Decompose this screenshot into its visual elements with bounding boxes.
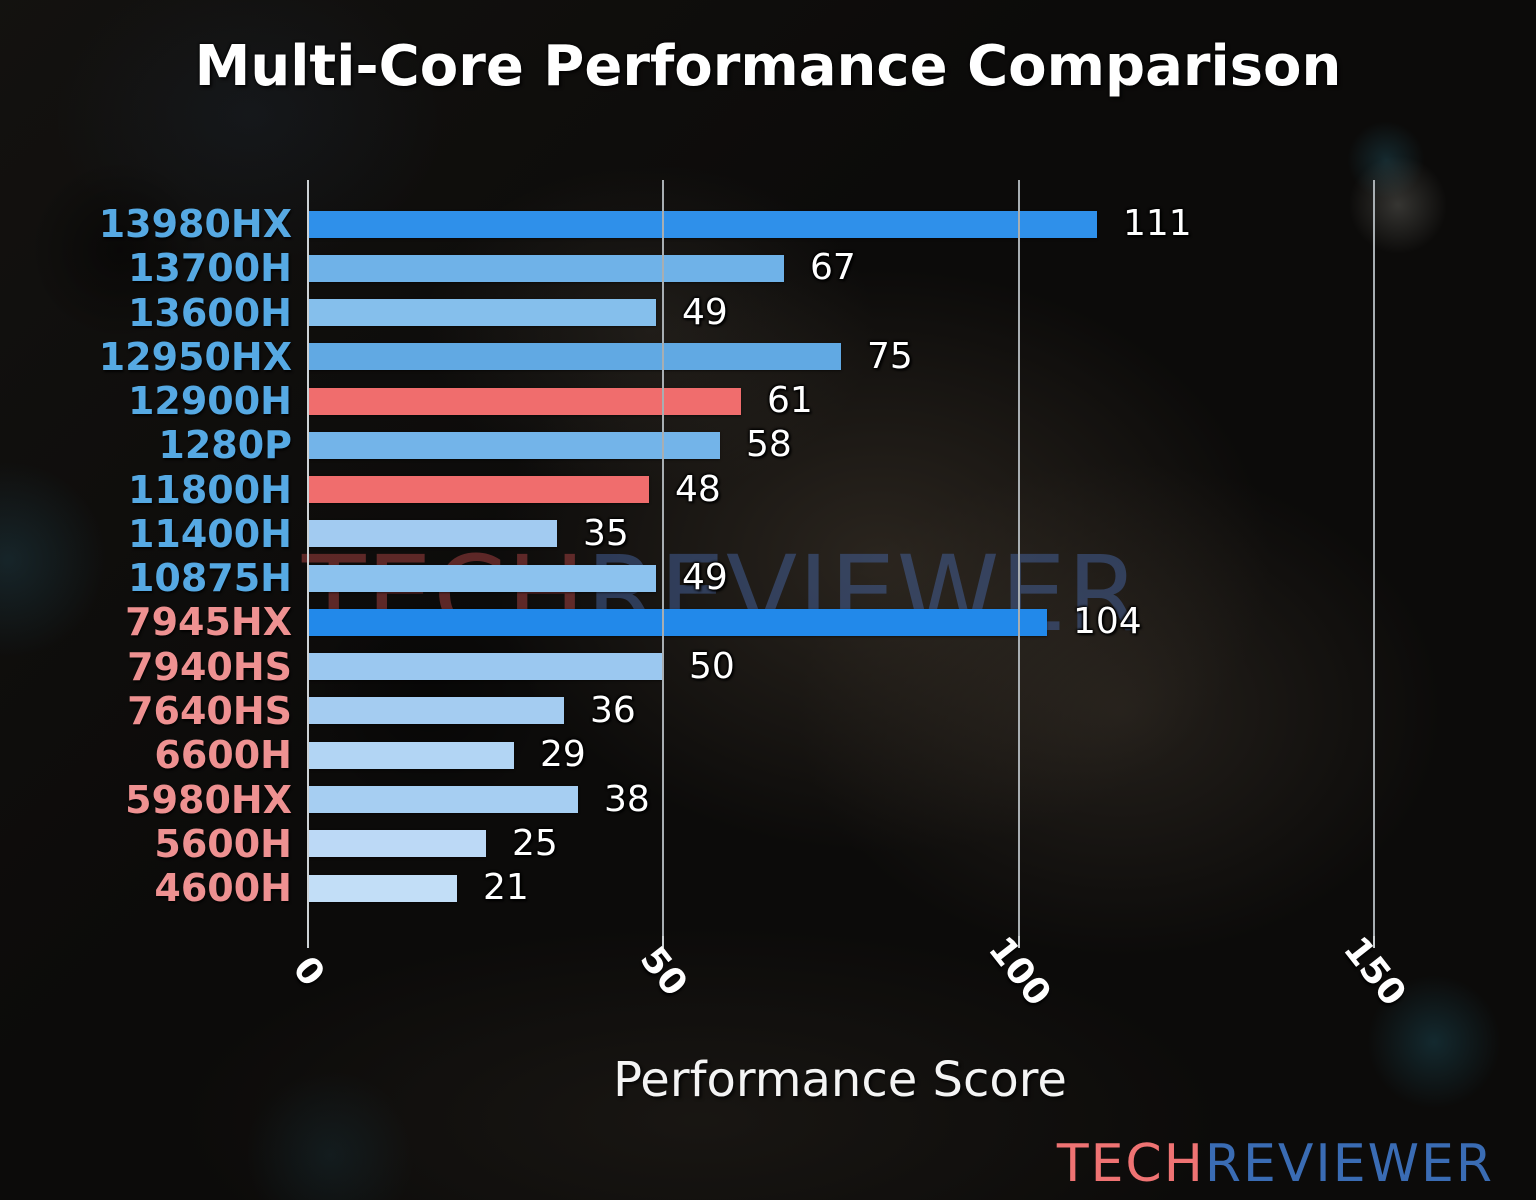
- value-label-13700h: 67: [810, 247, 856, 288]
- bar-10875h: [308, 565, 656, 592]
- gridline-x50: [662, 180, 665, 936]
- tick-mark-x0: [307, 936, 309, 948]
- value-label-4600h: 21: [483, 867, 529, 908]
- value-label-1280p: 58: [746, 424, 792, 465]
- value-label-12900h: 61: [767, 380, 813, 421]
- logo-tech: TECH: [1056, 1134, 1205, 1194]
- bar-4600h: [308, 875, 457, 902]
- value-label-5600h: 25: [512, 823, 558, 864]
- category-label-13700h: 13700H: [127, 246, 292, 290]
- category-label-4600h: 4600H: [154, 866, 292, 910]
- x-axis-label: Performance Score: [613, 1052, 1067, 1108]
- category-label-12950hx: 12950HX: [98, 335, 292, 379]
- value-label-7945hx: 104: [1073, 601, 1142, 642]
- value-label-7640hs: 36: [590, 690, 636, 731]
- chart-title: Multi-Core Performance Comparison: [194, 34, 1342, 99]
- category-label-5980hx: 5980HX: [125, 778, 292, 822]
- bar-5600h: [308, 830, 486, 857]
- value-label-5980hx: 38: [604, 779, 650, 820]
- value-label-12950hx: 75: [867, 336, 913, 377]
- category-label-13980hx: 13980HX: [98, 202, 292, 246]
- bar-7640hs: [308, 697, 564, 724]
- category-label-12900h: 12900H: [127, 379, 292, 423]
- techreviewer-logo: TECHREVIEWER: [1057, 1138, 1494, 1190]
- bar-12950hx: [308, 343, 841, 370]
- category-label-7640hs: 7640HS: [127, 689, 292, 733]
- value-label-13980hx: 111: [1123, 203, 1192, 244]
- category-label-7945hx: 7945HX: [125, 600, 292, 644]
- bar-6600h: [308, 742, 514, 769]
- watermark-tech: TECH: [302, 533, 587, 655]
- tick-mark-x100: [1017, 936, 1020, 948]
- category-label-1280p: 1280P: [158, 423, 292, 467]
- gridline-x150: [1372, 180, 1375, 936]
- value-label-13600h: 49: [682, 292, 728, 333]
- category-label-10875h: 10875H: [127, 556, 292, 600]
- bar-7945hx: [308, 609, 1047, 636]
- bar-1280p: [308, 432, 720, 459]
- bar-13700h: [308, 255, 784, 282]
- gridline-x100: [1017, 180, 1020, 936]
- tick-mark-x50: [662, 936, 665, 948]
- value-label-11800h: 48: [675, 469, 721, 510]
- bar-11400h: [308, 520, 557, 547]
- category-label-13600h: 13600H: [127, 291, 292, 335]
- watermark-reviewer: REVIEWER: [586, 533, 1141, 655]
- bar-13980hx: [308, 211, 1097, 238]
- category-label-11400h: 11400H: [127, 512, 292, 556]
- category-label-7940hs: 7940HS: [127, 645, 292, 689]
- y-axis-spine: [307, 180, 309, 936]
- value-label-11400h: 35: [583, 513, 629, 554]
- bar-12900h: [308, 388, 741, 415]
- watermark: TECHREVIEWER: [302, 542, 1140, 646]
- value-label-6600h: 29: [540, 734, 586, 775]
- logo-reviewer: REVIEWER: [1204, 1134, 1494, 1194]
- bar-11800h: [308, 476, 649, 503]
- bar-13600h: [308, 299, 656, 326]
- value-label-10875h: 49: [682, 557, 728, 598]
- category-label-11800h: 11800H: [127, 468, 292, 512]
- category-label-6600h: 6600H: [154, 733, 292, 777]
- value-label-7940hs: 50: [689, 646, 735, 687]
- bar-7940hs: [308, 653, 663, 680]
- bar-5980hx: [308, 786, 578, 813]
- category-label-5600h: 5600H: [154, 822, 292, 866]
- tick-mark-x150: [1372, 936, 1375, 948]
